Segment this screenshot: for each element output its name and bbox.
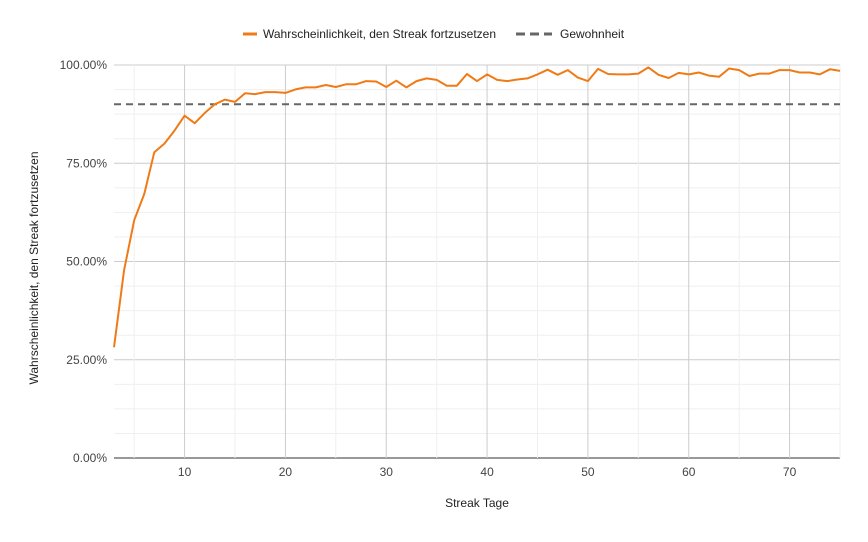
y-tick-label: 25.00% [66,353,107,367]
legend-item[interactable]: Wahrscheinlichkeit, den Streak fortzuset… [243,27,496,41]
x-tick-label: 10 [178,465,192,479]
x-tick-label: 50 [581,465,595,479]
x-tick-label: 40 [480,465,494,479]
y-tick-label: 100.00% [60,58,108,72]
x-tick-label: 30 [380,465,394,479]
series-lines [113,66,841,348]
x-tick-label: 20 [279,465,293,479]
legend-item[interactable]: Gewohnheit [516,27,625,41]
x-tick-label: 60 [682,465,696,479]
legend-label: Gewohnheit [560,27,625,41]
legend-label: Wahrscheinlichkeit, den Streak fortzuset… [263,27,496,41]
tick-labels: 0.00% 25.00% 50.00% 75.00% 100.00% 10 20 30 40 50… [60,58,797,479]
legend[interactable]: Wahrscheinlichkeit, den Streak fortzuset… [243,27,625,41]
y-tick-label: 75.00% [66,156,107,170]
y-tick-label: 0.00% [73,451,107,465]
grid [114,64,841,459]
y-axis-title: Wahrscheinlichkeit, den Streak fortzuset… [27,152,41,385]
x-tick-label: 70 [783,465,797,479]
series-line-probability [113,66,841,348]
x-axis-title: Streak Tage [445,496,509,510]
y-tick-label: 50.00% [66,255,107,269]
